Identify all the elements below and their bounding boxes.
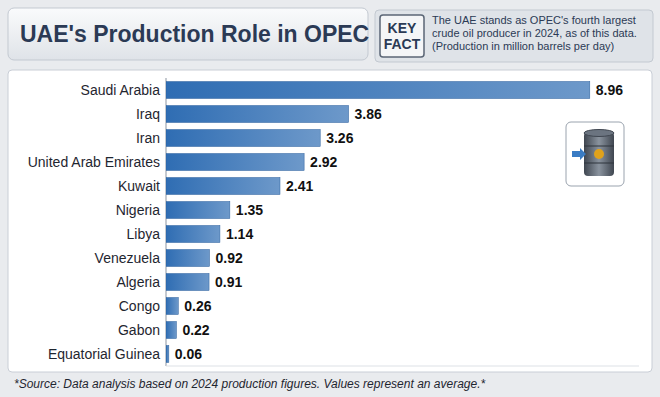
category-label: Kuwait — [118, 178, 160, 194]
chart-svg: UAE's Production Role in OPEC KEYFACT The … — [0, 0, 660, 397]
data-label: 0.92 — [216, 250, 243, 266]
bar — [166, 82, 590, 99]
category-label: Saudi Arabia — [81, 82, 161, 98]
source-note: *Source: Data analysis based on 2024 pro… — [14, 377, 486, 391]
data-label: 3.86 — [355, 106, 382, 122]
x-axis-line — [166, 366, 639, 367]
key-fact-box — [375, 10, 653, 62]
category-label: Nigeria — [116, 202, 161, 218]
key-fact-text: (Production in million barrels per day) — [432, 40, 614, 52]
data-label: 2.41 — [286, 178, 313, 194]
category-label: Venezuela — [95, 250, 161, 266]
barrel-body — [584, 132, 614, 176]
barrel-arrow — [572, 148, 586, 160]
key-fact-text: The UAE stands as OPEC's fourth largest — [432, 14, 636, 26]
barrel-icon — [566, 122, 624, 186]
bars — [166, 82, 590, 363]
bar — [166, 130, 320, 147]
bar — [166, 106, 349, 123]
category-label: Equatorial Guinea — [48, 346, 160, 362]
barrel-drop — [594, 149, 604, 159]
key-fact-label-line: KEY — [388, 20, 417, 36]
chart-panel — [8, 70, 652, 372]
category-label: United Arab Emirates — [28, 154, 160, 170]
category-label: Algeria — [116, 274, 160, 290]
category-label: Iraq — [136, 106, 160, 122]
title: UAE's Production Role in OPEC — [20, 21, 369, 47]
data-label: 8.96 — [596, 82, 623, 98]
background — [0, 0, 660, 397]
key-fact-label-box — [380, 15, 424, 57]
barrel-ring — [584, 163, 614, 164]
bar — [166, 346, 169, 363]
category-label: Congo — [119, 298, 160, 314]
bar — [166, 178, 280, 195]
bar — [166, 202, 230, 219]
bar — [166, 226, 220, 243]
barrel-ring — [584, 146, 614, 147]
bar — [166, 250, 210, 267]
category-label: Gabon — [118, 322, 160, 338]
category-label: Libya — [127, 226, 161, 242]
data-label: 3.26 — [326, 130, 353, 146]
chart-root: UAE's Production Role in OPEC KEYFACT The … — [0, 0, 660, 397]
bar — [166, 322, 176, 339]
data-label: 1.35 — [236, 202, 263, 218]
key-fact-text: crude oil producer in 2024, as of this d… — [432, 27, 637, 39]
data-label: 0.26 — [184, 298, 211, 314]
bar — [166, 274, 209, 291]
category-label: Iran — [136, 130, 160, 146]
bar — [166, 154, 304, 171]
bar — [166, 298, 178, 315]
barrel-top — [584, 130, 614, 137]
data-label: 0.06 — [175, 346, 202, 362]
data-label: 0.22 — [182, 322, 209, 338]
data-label: 2.92 — [310, 154, 337, 170]
data-label: 1.14 — [226, 226, 253, 242]
key-fact-label: KEYFACT — [384, 20, 421, 52]
data-label: 0.91 — [215, 274, 242, 290]
icon-box — [566, 122, 624, 186]
key-fact-label-line: FACT — [384, 36, 421, 52]
